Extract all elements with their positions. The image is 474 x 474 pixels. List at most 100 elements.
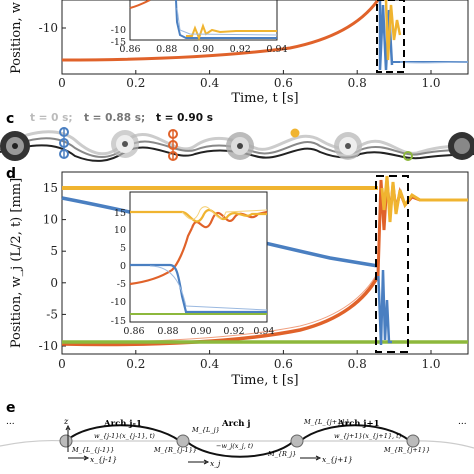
panel-e-x-cur: x_j [210,459,221,468]
panel-e-x-next: x_{j+1} [322,455,353,464]
panel-e-w-next: w_{j+1}(x_{j+1}, t) [334,432,402,440]
panel-b-xticks [61,70,432,74]
panel-b-inset-xtick: 0.92 [230,44,251,55]
panel-e-M-R-prev: M_{R_{j-1}} [153,446,197,454]
panel-e-dots-right: ... [458,417,467,427]
panel-d-letter: d [6,166,16,182]
panel-d-xtick-label: 0.6 [274,357,293,371]
panel-b-inset-xtick: 0.90 [193,44,214,55]
panel-d-ytick-label: 5 [50,244,58,258]
panel-d-inset-xtick: 0.86 [123,326,144,337]
panel-d-zoom-box [375,175,409,353]
panel-b-inset: -10 -15 0.86 0.88 0.90 0.92 0.94 [111,0,288,55]
panel-e-M-L-next: M_{L_{j+1}} [303,418,350,426]
panel-e-M-R-cur: M_{R_j} [267,450,296,458]
panel-e-w-prev: w_{j-1}(x_{j-1}, t) [94,432,155,440]
panel-c-caption-t1: t = 0.88 s; [84,112,145,124]
panel-d-xlabel: Time, t [s] [231,373,298,388]
panel-b-xtick-label: 0.4 [200,76,219,90]
panel-d-xtick-label: 0.8 [348,357,367,371]
panel-c-disc [448,132,474,160]
panel-d-frame [61,171,469,355]
panel-c-markers [59,127,413,161]
panel-d-inset-ytick: 10 [114,225,126,236]
panel-e-arch-next [299,424,411,442]
panel-e-arch-cur [185,440,295,458]
panel-d-ytick-label: -5 [46,307,58,321]
panel-b-xtick-label: 0.6 [274,76,293,90]
panel-d-inset-xtick: 0.92 [223,326,244,337]
panel-e-axes [65,424,322,465]
panel-e-x-prev: x_{j-1} [90,455,117,464]
panel-c-disc [0,131,30,161]
panel-e-M-L-cur: M_{L_j} [191,426,220,434]
panel-b-ringing [378,0,469,71]
panel-e-arch-prev-label: Arch j-1 [103,419,142,429]
panel-c: c t = 0 s; t = 0.88 s; t = 0.90 s [0,111,474,162]
panel-d-xticks [61,350,432,354]
panel-d-xtick-label: 0 [58,357,66,371]
panel-d-orange-series [61,275,380,347]
panel-d-inset-xtick: 0.88 [157,326,178,337]
panel-d-inset-ytick: -5 [117,279,126,290]
panel-b-inset-xtick: 0.86 [119,44,140,55]
panel-b-xtick-label: 1.0 [421,76,440,90]
panel-d-inset-ytick: 0 [120,261,126,272]
panel-d-xtick-label: 1.0 [421,357,440,371]
panel-c-caption-t0: t = 0 s; [30,112,73,124]
panel-b: -10 0 0.2 0.4 0.6 0.8 1.0 Time, t [s] Po… [9,0,469,106]
panel-c-disc [334,132,362,160]
panel-d-inset-ytick: 15 [114,208,126,219]
panel-e-joint [59,434,73,448]
panel-b-ytick-label: -10 [39,21,58,35]
panel-d-inset-ytick: -10 [111,297,126,308]
panel-b-xtick-label: 0 [58,76,66,90]
panel-c-chain-t2 [0,144,474,162]
panel-b-xlabel: Time, t [s] [231,91,298,106]
panel-d-ringing [376,175,468,346]
panel-c-caption-t2: t = 0.90 s [156,112,213,124]
panel-e-arch-prev [65,424,181,442]
panel-d-inset-xtick: 0.94 [253,326,274,337]
panel-d-ylabel: Position, w_j (L/2, t) [mm] [9,178,24,348]
panel-b-inset-ytick: -10 [111,25,126,36]
panel-d-xtick-label: 0.2 [126,357,145,371]
panel-b-zoom-box [376,0,405,73]
panel-d-ytick-label: -10 [39,339,58,353]
panel-e-letter: e [6,400,16,416]
panel-e-joint [290,434,304,448]
panel-d-inset-ytick: 5 [120,243,126,254]
panel-b-xtick-label: 0.8 [348,76,367,90]
panel-c-chain-t1 [0,137,474,158]
panel-d-xtick-label: 0.4 [200,357,219,371]
panel-e-joint [176,434,190,448]
panel-e-arch-cur-label: Arch j [221,419,250,429]
panel-d-ytick-label: 10 [43,213,58,227]
panel-d: d 15 10 5 0 -5 -10 0 0.2 0.4 0.6 0. [6,166,469,388]
panel-c-disc [111,130,139,158]
panel-e: e ... ... z Arch j-1 Arch j Arch j+1 w_{… [0,400,474,468]
panel-c-disc [226,132,254,160]
panel-d-inset: 15 10 5 0 -5 -10 -15 0.86 0.88 0.90 0.92… [111,191,275,337]
panel-d-yticks [62,187,66,347]
panel-e-joint [406,434,420,448]
panel-e-baseline [0,439,474,449]
panel-b-inset-xtick: 0.88 [156,44,177,55]
panel-d-ytick-label: 0 [50,276,58,290]
panel-d-inset-ytick: -15 [111,316,126,327]
panel-b-inset-ytick: -15 [111,37,126,48]
panel-d-inset-xtick: 0.90 [190,326,211,337]
panel-e-arch-next-label: Arch j+1 [337,419,380,429]
panel-e-M-L-prev: M_{L_{j-1}} [71,446,114,454]
panel-b-xtick-label: 0.2 [126,76,145,90]
panel-b-orange-series [61,0,380,62]
panel-c-letter: c [6,111,14,127]
panel-e-dots-left: ... [6,417,15,427]
panel-d-ytick-label: 15 [43,181,58,195]
panel-b-ylabel: Position, w [9,2,24,74]
panel-b-inset-xtick: 0.94 [266,44,287,55]
panel-e-w-cur: −w_j(x_j, t) [216,442,253,450]
panel-e-M-R-next: M_{R_{j+1}} [383,446,430,454]
panel-e-z-label: z [63,417,69,426]
